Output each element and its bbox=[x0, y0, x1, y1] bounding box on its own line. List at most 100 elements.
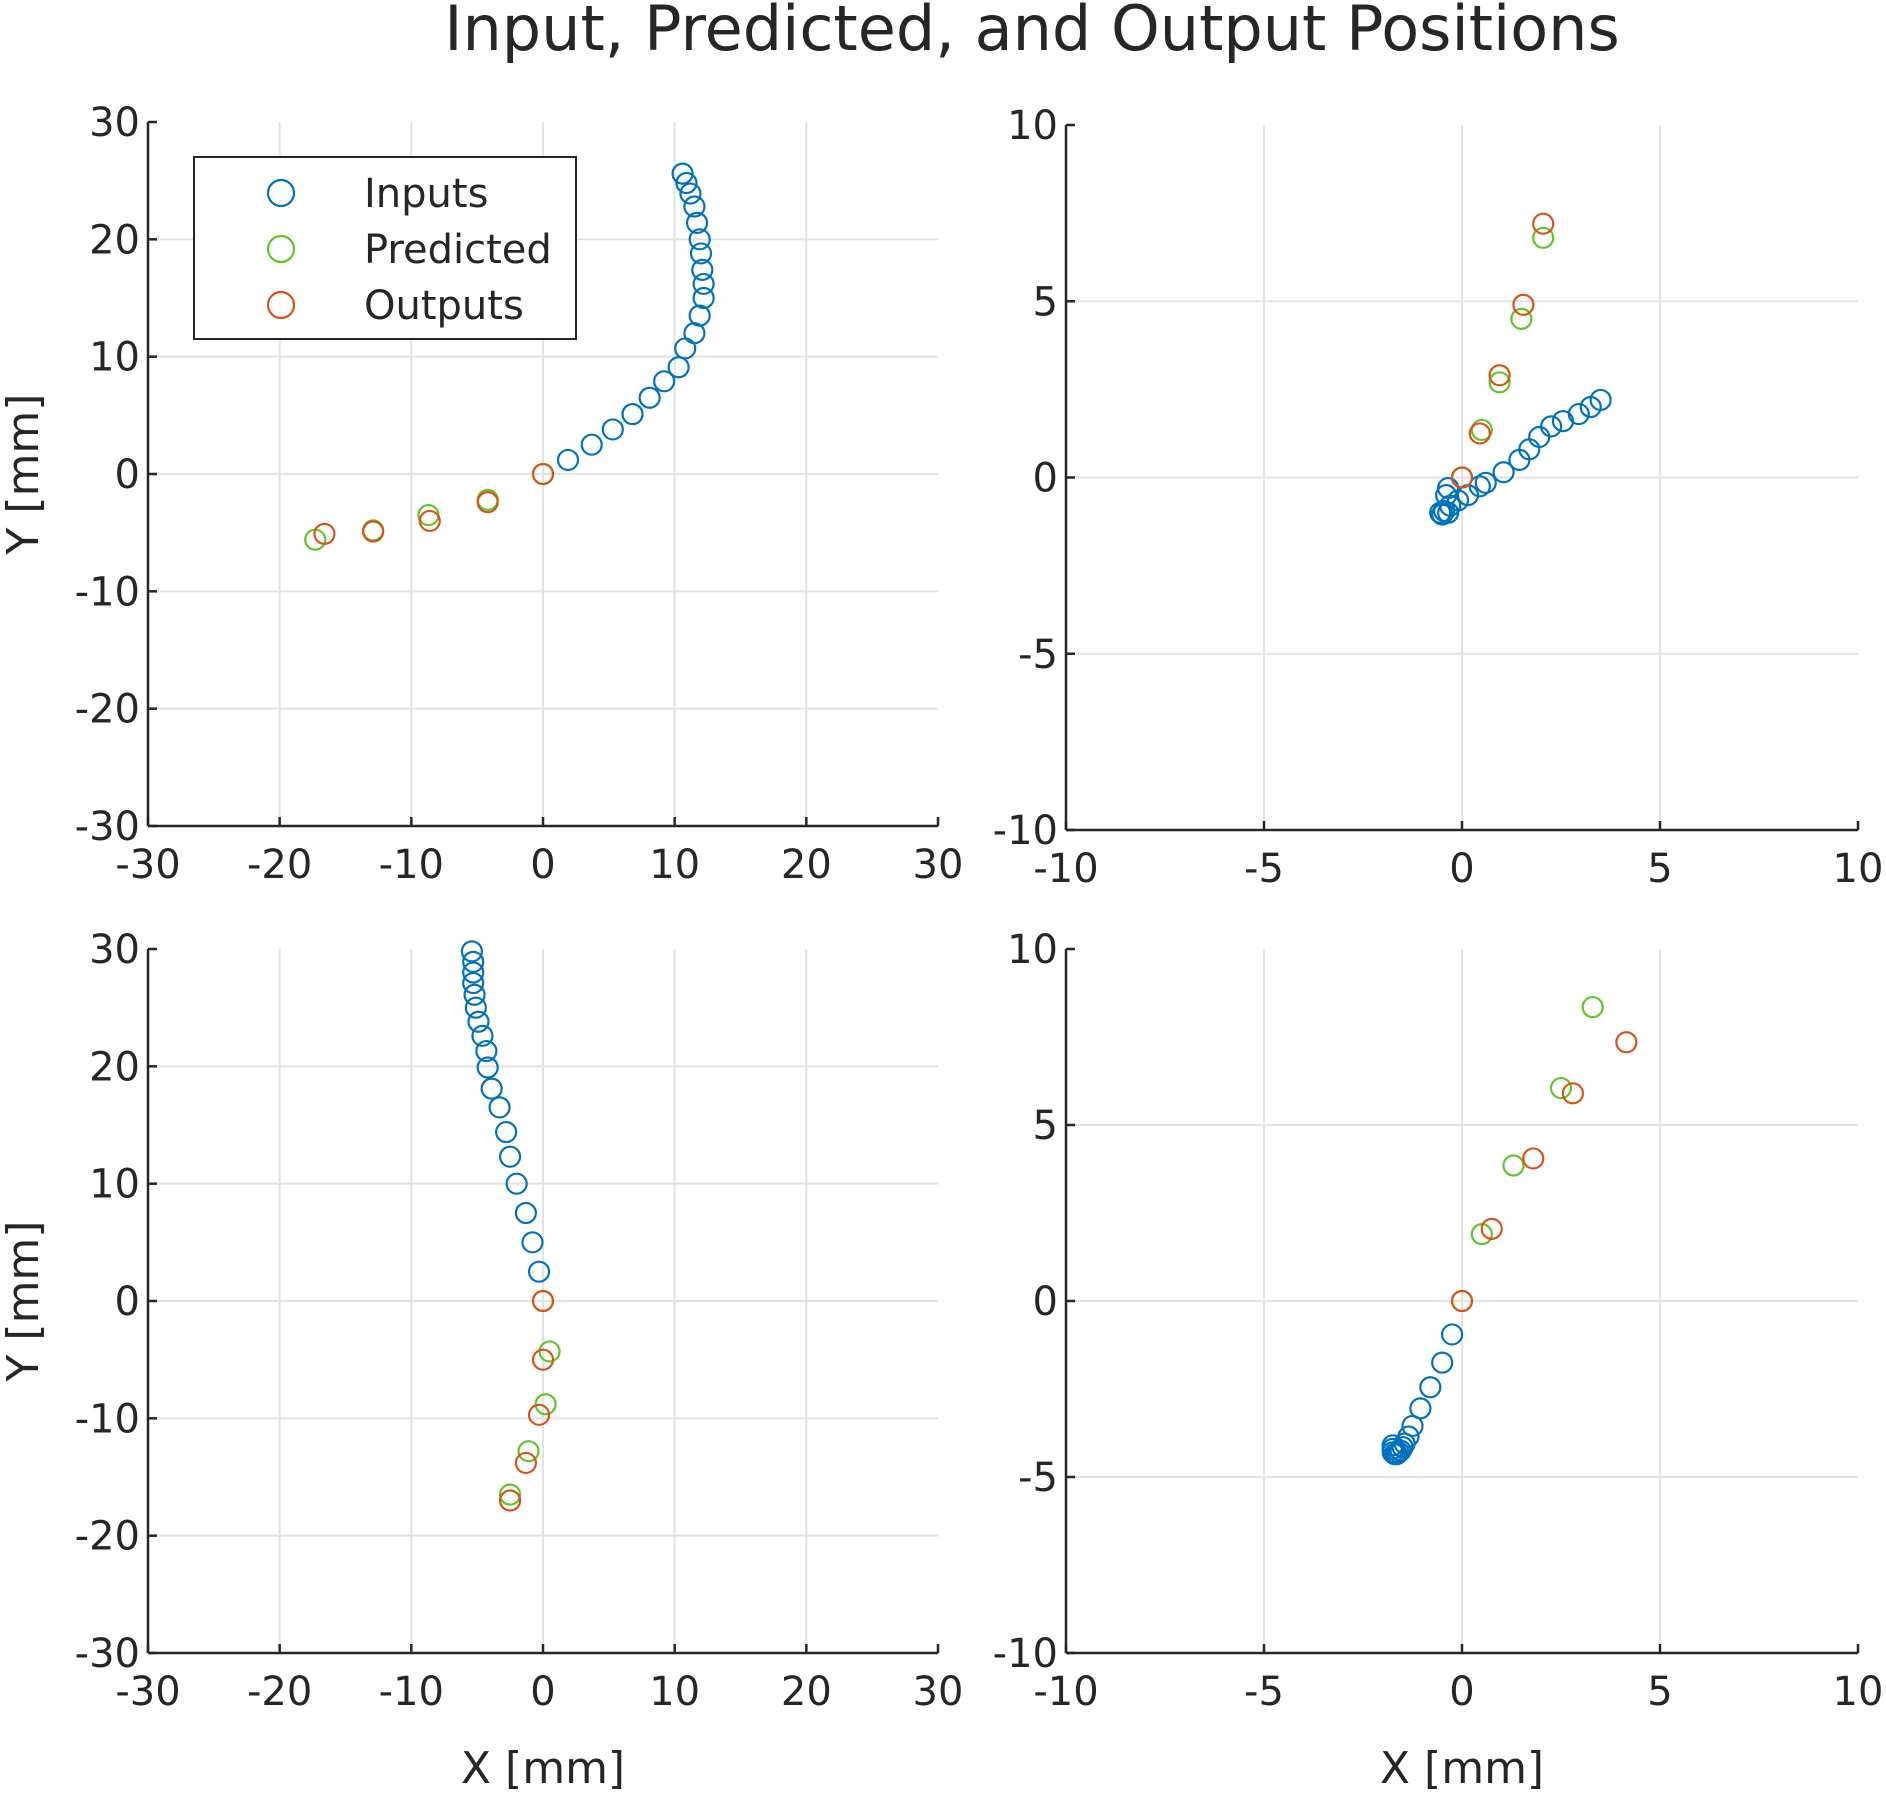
point-inputs bbox=[471, 1024, 494, 1047]
x-tick-label: 5 bbox=[1647, 1669, 1672, 1715]
point-inputs bbox=[691, 258, 714, 281]
x-tick-label: -10 bbox=[1033, 1669, 1098, 1715]
y-tick-label: -20 bbox=[75, 687, 140, 733]
legend-box bbox=[193, 156, 577, 340]
subplot-bottom-left: -30 -20 -10 0 10 20 30 -30 -20 -10 0 10 20 30 Y [mm] X … bbox=[0, 927, 963, 1794]
y-tick-label: 0 bbox=[1033, 1279, 1058, 1325]
y-tick-label: -30 bbox=[75, 804, 140, 850]
point-inputs bbox=[1437, 501, 1460, 524]
point-outputs bbox=[1561, 1082, 1584, 1105]
point-inputs bbox=[1474, 471, 1497, 494]
point-inputs bbox=[460, 940, 483, 963]
point-inputs bbox=[667, 356, 690, 379]
point-outputs bbox=[1450, 466, 1474, 489]
x-tick-label: 0 bbox=[1449, 1669, 1474, 1715]
subplot-top-right: -10 -5 0 5 10 -10 -5 0 5 10 bbox=[993, 103, 1884, 892]
point-predicted bbox=[538, 1340, 561, 1363]
series-inputs bbox=[556, 162, 715, 472]
point-outputs bbox=[531, 462, 555, 486]
point-inputs bbox=[1431, 1351, 1454, 1374]
y-axis-label: Y [mm] bbox=[0, 1221, 49, 1383]
x-tick-label: 5 bbox=[1647, 846, 1672, 892]
point-inputs bbox=[488, 1096, 511, 1119]
point-inputs bbox=[653, 370, 676, 393]
x-tick-label: 30 bbox=[913, 842, 964, 888]
y-tick-label: 20 bbox=[89, 217, 140, 263]
point-inputs bbox=[1437, 476, 1460, 500]
x-tick-label: 20 bbox=[781, 842, 832, 888]
point-inputs bbox=[683, 195, 706, 218]
point-outputs bbox=[362, 520, 385, 543]
point-predicted bbox=[1470, 418, 1493, 442]
point-inputs bbox=[463, 983, 486, 1006]
point-predicted bbox=[1488, 371, 1511, 394]
y-tick-label: 0 bbox=[115, 1279, 140, 1325]
point-outputs bbox=[531, 1289, 555, 1313]
point-outputs bbox=[1522, 1147, 1545, 1170]
x-tick-label: 10 bbox=[1833, 846, 1884, 892]
point-inputs bbox=[1419, 1376, 1442, 1399]
y-tick-label: 10 bbox=[89, 335, 140, 381]
x-tick-label: -5 bbox=[1244, 1669, 1284, 1715]
y-tick-label: 10 bbox=[1007, 103, 1058, 149]
point-inputs bbox=[671, 162, 694, 185]
point-inputs bbox=[1508, 448, 1531, 471]
point-inputs bbox=[1381, 1434, 1404, 1457]
point-inputs bbox=[527, 1260, 551, 1283]
point-inputs bbox=[1440, 1323, 1464, 1346]
x-tick-label: -30 bbox=[115, 842, 180, 888]
subplot-top-left: -30 -20 -10 0 10 20 30 -30 -20 -10 0 10 20 30 Y [mm] In… bbox=[0, 100, 963, 888]
y-axis-label: Y [mm] bbox=[0, 394, 49, 556]
point-outputs bbox=[476, 491, 499, 514]
x-tick-label: -10 bbox=[379, 842, 444, 888]
point-inputs bbox=[675, 171, 698, 195]
point-inputs bbox=[621, 403, 644, 426]
x-tick-label: 0 bbox=[530, 1669, 555, 1715]
legend-label-predicted: Predicted bbox=[364, 227, 552, 273]
subplots-group: -30 -20 -10 0 10 20 30 -30 -20 -10 0 10 20 30 Y [mm] In… bbox=[0, 100, 1883, 1794]
point-outputs bbox=[1468, 422, 1491, 445]
legend-marker-inputs bbox=[266, 178, 296, 208]
y-tick-label: -30 bbox=[75, 1631, 140, 1677]
y-tick-label: 30 bbox=[89, 927, 140, 973]
point-inputs bbox=[638, 386, 661, 409]
point-inputs bbox=[462, 971, 485, 995]
point-inputs bbox=[601, 418, 624, 441]
point-inputs bbox=[692, 286, 715, 310]
series-inputs bbox=[1429, 388, 1612, 526]
x-axis-label: X [mm] bbox=[461, 1743, 625, 1794]
point-outputs bbox=[1480, 1217, 1503, 1240]
series-outputs bbox=[1450, 212, 1555, 489]
point-outputs bbox=[531, 1348, 555, 1371]
series-outputs bbox=[1450, 1031, 1638, 1313]
point-outputs bbox=[1615, 1031, 1638, 1054]
y-tick-label: 5 bbox=[1033, 279, 1058, 325]
point-predicted bbox=[517, 1440, 540, 1463]
x-axis-label: X [mm] bbox=[1380, 1743, 1544, 1794]
point-outputs bbox=[498, 1489, 522, 1512]
x-tick-label: -20 bbox=[247, 1669, 312, 1715]
x-tick-label: -30 bbox=[115, 1669, 180, 1715]
y-tick-label: 0 bbox=[1033, 456, 1058, 502]
legend-label-outputs: Outputs bbox=[364, 283, 524, 329]
point-inputs bbox=[467, 1010, 490, 1033]
point-inputs bbox=[495, 1120, 518, 1144]
point-inputs bbox=[685, 211, 709, 235]
point-inputs bbox=[505, 1172, 528, 1195]
point-inputs bbox=[464, 996, 487, 1019]
point-predicted bbox=[498, 1483, 522, 1506]
series-outputs bbox=[498, 1289, 555, 1512]
point-inputs bbox=[679, 182, 702, 205]
series-inputs bbox=[460, 940, 551, 1283]
x-tick-label: 10 bbox=[1833, 1669, 1884, 1715]
point-inputs bbox=[689, 242, 713, 265]
series-inputs bbox=[1381, 1323, 1464, 1466]
y-tick-label: 10 bbox=[89, 1162, 140, 1208]
point-inputs bbox=[1492, 461, 1515, 484]
legend: Inputs Predicted Outputs bbox=[193, 156, 577, 340]
point-predicted bbox=[1510, 307, 1533, 330]
x-tick-label: -10 bbox=[379, 1669, 444, 1715]
legend-marker-outputs bbox=[266, 290, 296, 320]
point-outputs bbox=[514, 1451, 537, 1475]
